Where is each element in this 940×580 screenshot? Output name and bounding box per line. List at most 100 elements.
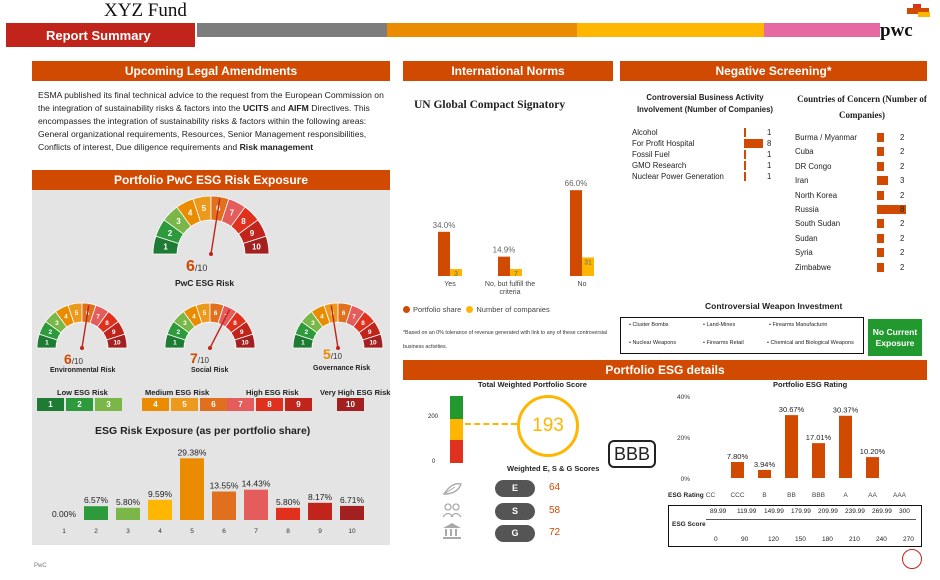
social-score-denom: /10 — [197, 356, 209, 365]
leaf-icon — [441, 480, 463, 501]
header-stripe-yellow — [577, 23, 764, 37]
rating-bar-label: 30.67% — [779, 405, 805, 414]
gauge-tick-label: 3 — [176, 217, 181, 226]
env-score-denom: /10 — [71, 357, 83, 366]
risk-level-1: 1 — [37, 398, 64, 411]
gauge-segment — [106, 333, 128, 349]
norms-category-label: criteria — [499, 289, 520, 296]
risk-level-2: 2 — [66, 398, 93, 411]
country-name: Burma / Myanmar — [795, 133, 857, 142]
activity-name: Alcohol — [632, 128, 658, 137]
countries-title: Countries of Concern (Number of Companie… — [797, 94, 927, 120]
norms-count-label: 31 — [584, 259, 592, 266]
rating-bar-label: 30.37% — [833, 406, 859, 415]
country-value: 2 — [900, 262, 905, 272]
leaf-icon-svg — [442, 483, 462, 495]
gauge-tick-label: 4 — [64, 314, 68, 321]
norms-count-label: 7 — [514, 271, 518, 278]
legal-text-part1: ESMA published its final technical advic… — [38, 90, 384, 113]
high-risk-label: High ESG Risk — [246, 388, 299, 397]
activity-bar — [744, 161, 747, 170]
score-upper-value: 179.99 — [791, 508, 811, 515]
gauge-tick-label: 1 — [45, 340, 49, 347]
rating-box: BBB — [608, 440, 656, 468]
norms-category-label: Yes — [444, 281, 456, 288]
country-value: 2 — [900, 248, 905, 258]
exposure-chart-title: ESG Risk Exposure (as per portfolio shar… — [95, 425, 311, 437]
activity-title: Controversial Business Activity Involvem… — [636, 93, 774, 114]
gauge-tick-label: 2 — [49, 329, 53, 336]
country-bar — [877, 190, 885, 200]
country-bar — [877, 133, 885, 142]
esg-rating-axis-label: ESG Rating — [668, 492, 704, 499]
medium-risk-label: Medium ESG Risk — [145, 388, 210, 397]
s-value: 58 — [549, 505, 561, 516]
rating-category-label: B — [762, 492, 766, 499]
country-row: DR Congo 2 — [795, 160, 925, 174]
country-name: Sudan — [795, 233, 818, 243]
gauge-tick-label: 8 — [233, 320, 237, 327]
scale-red — [450, 440, 463, 463]
gauge-tick-label: 9 — [368, 329, 372, 336]
activity-value: 1 — [767, 161, 772, 170]
country-row: North Korea 2 — [795, 189, 925, 203]
weapon-item: • Cluster Bombs — [629, 322, 669, 328]
rating-bar-label: 10.20% — [860, 447, 886, 456]
country-name: North Korea — [795, 190, 838, 200]
country-bar — [877, 248, 885, 258]
gauge-needle — [209, 309, 231, 349]
gauge-segment — [362, 333, 384, 349]
rating-bar-label: 7.80% — [727, 452, 749, 461]
gauge-tick-label: 1 — [173, 340, 177, 347]
rating-bar — [812, 443, 825, 478]
gauge-tick-label: 2 — [305, 329, 309, 336]
gauge-needle — [210, 198, 221, 255]
gauge-needle — [81, 305, 90, 349]
norms-category-label: No — [578, 281, 587, 288]
activity-bar — [744, 128, 747, 137]
activity-bar — [744, 139, 764, 148]
people-icon-svg — [442, 503, 462, 518]
risk-level-7: 7 — [227, 398, 254, 411]
env-score-value: 6 — [64, 351, 72, 367]
norms-share-label: 34.0% — [433, 221, 456, 230]
gauge-tick-label: 5 — [202, 204, 207, 213]
country-name: Iran — [795, 176, 809, 186]
country-row: Cuba 2 — [795, 145, 925, 159]
pwc-esg-score-denom: /10 — [194, 263, 208, 273]
pwc-esg-score-value: 6 — [186, 258, 195, 275]
rating-bar — [785, 415, 798, 478]
score-upper-value: 89.99 — [710, 508, 727, 515]
gauge-tick-label: 6 — [342, 310, 346, 317]
risk-level-6: 6 — [200, 398, 227, 411]
rating-category-label: BBB — [812, 492, 825, 499]
score-upper-value: 269.99 — [872, 508, 892, 515]
gauge-tick-label: 10 — [369, 340, 377, 347]
activity-row: Fossil Fuel 1 — [632, 149, 792, 160]
country-row: Iran 3 — [795, 174, 925, 188]
exposure-bar — [84, 506, 108, 520]
esg-exposure-panel — [32, 190, 390, 545]
gauge-needle — [330, 305, 339, 349]
exposure-bar-label: 29.38% — [178, 447, 207, 457]
legal-risk: Risk management — [239, 142, 314, 152]
weapon-item: • Nuclear Weapons — [629, 340, 677, 346]
building-icon-svg — [443, 523, 461, 539]
weapon-item: • Firearms Retail — [703, 340, 744, 346]
norms-title: UN Global Compact Signatory — [414, 99, 566, 111]
header-stripe-grey — [197, 23, 387, 37]
score-upper-value: 209.99 — [818, 508, 838, 515]
esg-score-table — [668, 505, 922, 547]
country-value: 2 — [900, 161, 905, 171]
rating-category-label: AA — [868, 492, 877, 499]
activity-value: 1 — [767, 128, 772, 137]
exposure-bar — [244, 489, 268, 520]
activity-value: 1 — [767, 150, 772, 159]
env-label: Environmental Risk — [50, 367, 116, 374]
g-badge: G — [495, 525, 535, 542]
rating-chart-title: Portfolio ESG Rating — [773, 380, 848, 389]
country-name: DR Congo — [795, 161, 832, 171]
exposure-bar-label: 13.55% — [210, 481, 239, 491]
score-upper-value: 149.99 — [764, 508, 784, 515]
pwc-esg-label: PwC ESG Risk — [175, 278, 235, 288]
